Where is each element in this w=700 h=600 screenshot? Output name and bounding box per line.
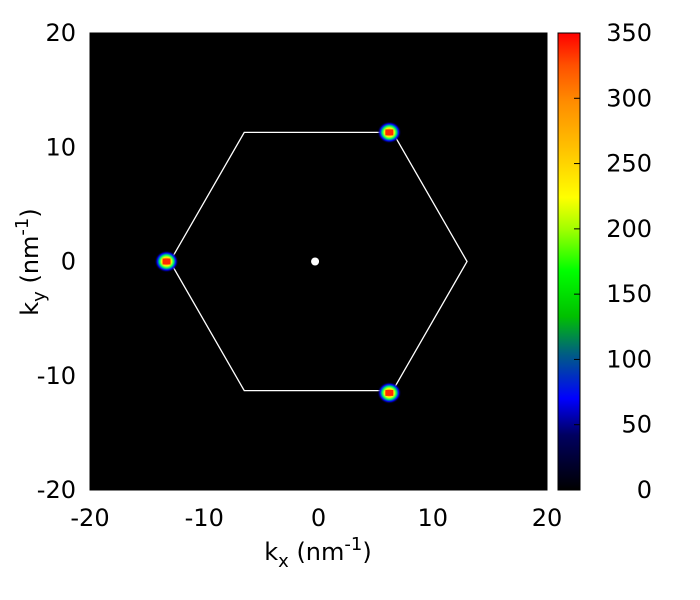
intensity-peak xyxy=(377,121,402,144)
colorbar-tick-label: 300 xyxy=(606,84,652,112)
intensity-peak xyxy=(154,250,179,273)
colorbar-tick-label: 50 xyxy=(621,411,652,439)
y-tick-label: -10 xyxy=(37,362,76,390)
y-tick-label: 10 xyxy=(45,133,76,161)
y-axis-title: ky (nm-1) xyxy=(12,208,50,315)
y-tick-label: -20 xyxy=(37,476,76,504)
y-tick-label: 0 xyxy=(61,248,76,276)
colorbar-tick-label: 0 xyxy=(637,476,652,504)
colorbar-tick-label: 350 xyxy=(606,19,652,47)
colorbar-tick-label: 250 xyxy=(606,150,652,178)
x-axis-title: kx (nm-1) xyxy=(264,534,371,572)
x-tick-label: 20 xyxy=(532,504,563,532)
x-tick-label: 10 xyxy=(417,504,448,532)
colorbar-tick-label: 200 xyxy=(606,215,652,243)
colorbar xyxy=(557,32,581,491)
colorbar-tick-label: 100 xyxy=(606,345,652,373)
x-tick-label: -20 xyxy=(70,504,109,532)
x-tick-label: 0 xyxy=(311,504,326,532)
gamma-point-marker xyxy=(311,257,320,266)
intensity-peak xyxy=(377,381,402,404)
colorbar-tick-label: 150 xyxy=(606,280,652,308)
y-tick-label: 20 xyxy=(45,19,76,47)
x-tick-label: -10 xyxy=(185,504,224,532)
